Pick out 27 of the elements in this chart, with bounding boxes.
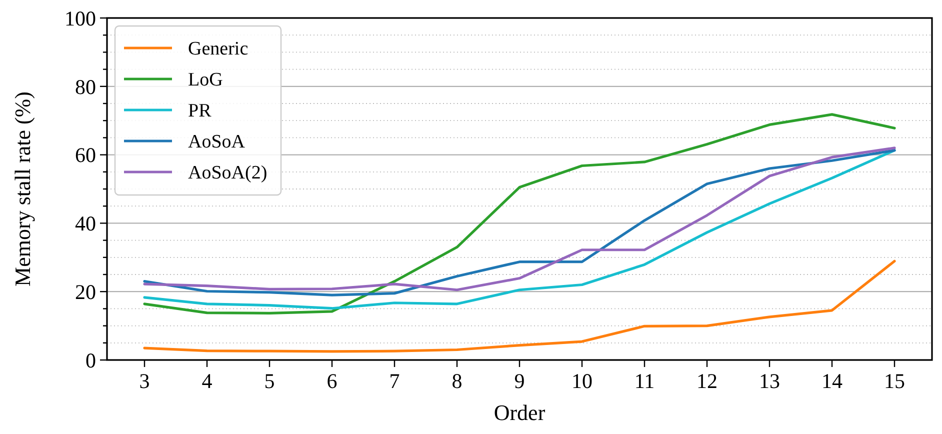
x-tick-label: 9 [514, 369, 525, 393]
legend-label: LoG [188, 70, 224, 91]
x-axis-title: Order [494, 400, 546, 425]
y-axis-title: Memory stall rate (%) [10, 92, 35, 286]
x-tick-label: 6 [326, 369, 338, 393]
legend-label: PR [188, 100, 212, 122]
y-tick-label: 40 [75, 212, 96, 236]
line-series [143, 260, 896, 353]
x-tick-label: 12 [696, 369, 718, 393]
x-tick-label: 10 [572, 369, 592, 393]
legend-label: AoSoA [188, 132, 246, 153]
y-tick-label: 20 [75, 280, 96, 304]
x-tick-label: 7 [389, 369, 400, 393]
x-tick-label: 15 [884, 369, 905, 393]
y-tick-label: 80 [75, 74, 96, 99]
x-tick-label: 4 [202, 369, 213, 393]
y-tick-label: 60 [75, 143, 96, 168]
x-tick-label: 13 [759, 369, 780, 393]
x-tick-label: 14 [822, 369, 843, 393]
x-tick-label: 11 [634, 369, 655, 393]
legend-label: Generic [188, 38, 248, 60]
legend-label: AoSoA(2) [188, 162, 268, 184]
y-tick-label: 100 [64, 6, 96, 30]
x-tick-label: 8 [452, 369, 462, 393]
y-tick-label: 0 [86, 348, 96, 372]
x-tick-label: 5 [264, 369, 275, 393]
x-tick-label: 3 [139, 369, 150, 393]
